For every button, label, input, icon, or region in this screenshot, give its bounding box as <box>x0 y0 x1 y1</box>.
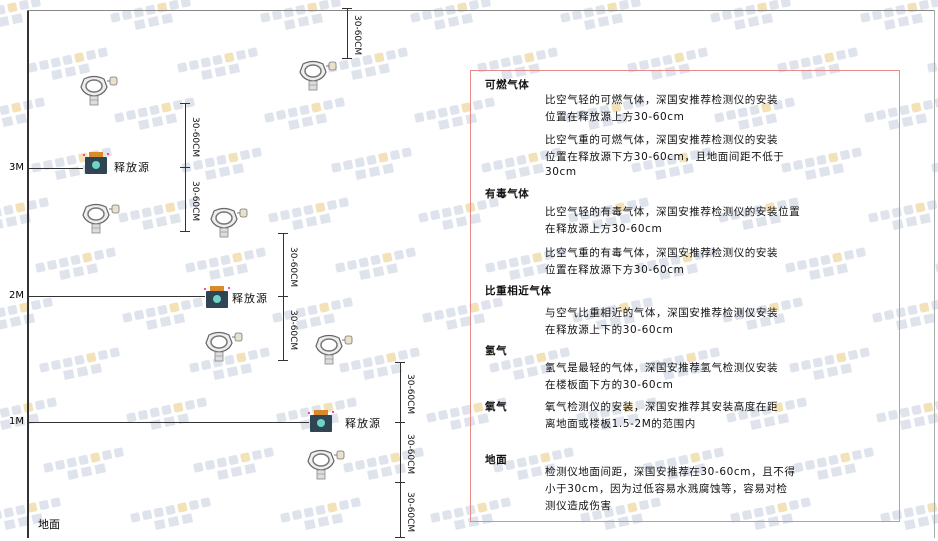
watermark-logo <box>335 247 416 280</box>
watermark-logo <box>331 147 412 180</box>
legend-text-line: 氢气是最轻的气体，深国安推荐氢气检测仪安装 <box>545 362 779 374</box>
dimension-tick <box>180 103 190 104</box>
dimension-label: 30-60CM <box>190 117 200 158</box>
dimension-line <box>347 8 348 58</box>
watermark-logo <box>43 447 124 480</box>
watermark-logo <box>710 0 791 30</box>
watermark-logo <box>39 347 120 380</box>
dimension-tick <box>278 233 288 234</box>
legend-text-line: 30cm <box>545 166 577 178</box>
legend-text-line: 在释放源上下的30-60cm <box>545 324 674 336</box>
legend-heading: 地面 <box>485 454 508 466</box>
legend-text-line: 与空气比重相近的气体，深国安推荐检测仪安装 <box>545 307 779 319</box>
watermark-logo <box>927 62 938 73</box>
watermark-logo <box>268 197 349 230</box>
ground-label: 地面 <box>38 518 60 531</box>
ceiling-line <box>27 10 935 11</box>
legend-text-line: 位置在释放源下方30-60cm <box>545 264 685 276</box>
dimension-label: 30-60CM <box>190 181 200 222</box>
left-wall <box>27 10 29 538</box>
legend-heading: 氧气 <box>485 401 508 413</box>
legend-heading: 有毒气体 <box>485 188 530 200</box>
right-wall <box>934 10 935 538</box>
gas-detector-icon <box>305 447 347 485</box>
dimension-label: 30-60CM <box>405 491 415 532</box>
dimension-label: 30-60CM <box>288 246 298 287</box>
watermark-logo <box>0 97 45 128</box>
legend-text-line: 位置在释放源上方30-60cm <box>545 111 685 123</box>
watermark-logo <box>260 0 341 30</box>
watermark-logo <box>280 497 361 530</box>
gas-detector-icon <box>313 332 355 370</box>
watermark-logo <box>122 297 203 330</box>
release-source-label: 释放源 <box>114 161 150 174</box>
release-source-icon <box>83 151 109 179</box>
level-2m-line <box>29 296 205 297</box>
legend-text-line: 小于30cm，因为过低容易水溅腐蚀等，容易对检 <box>545 483 788 495</box>
legend-text-line: 在楼板面下方的30-60cm <box>545 379 674 391</box>
legend-text-line: 在释放源上方30-60cm <box>545 223 663 235</box>
gas-detector-icon <box>208 205 250 243</box>
legend-heading: 氢气 <box>485 345 508 357</box>
level-3m-label: 3M <box>9 162 24 173</box>
release-source-label: 释放源 <box>345 417 381 430</box>
gas-detector-icon <box>297 58 339 96</box>
dimension-tick <box>395 362 405 363</box>
dimension-line <box>400 362 401 537</box>
watermark-logo <box>35 247 116 280</box>
level-3m-line <box>29 168 83 169</box>
watermark-logo <box>126 397 207 430</box>
watermark-logo <box>193 447 274 480</box>
legend-text-line: 氧气检测仪的安装，深国安推荐其安装高度在距 <box>545 401 779 413</box>
legend-text-line: 比空气轻的有毒气体，深国安推荐检测仪的安装位置 <box>545 206 801 218</box>
watermark-logo <box>410 0 491 30</box>
legend-heading: 比重相近气体 <box>485 285 552 297</box>
watermark-logo <box>0 0 41 28</box>
watermark-logo <box>0 197 49 230</box>
watermark-logo <box>264 97 345 130</box>
level-2m-label: 2M <box>9 290 24 301</box>
dimension-tick <box>278 360 288 361</box>
release-source-icon <box>308 409 334 437</box>
gas-detector-icon <box>80 201 122 239</box>
watermark-logo <box>177 47 258 80</box>
legend-text-line: 离地面或楼板1.5-2M的范围内 <box>545 418 696 430</box>
watermark-logo <box>560 0 641 30</box>
dimension-tick <box>395 422 405 423</box>
legend-text-line: 位置在释放源下方30-60cm，且地面间距不低于 <box>545 151 785 163</box>
dimension-tick <box>395 482 405 483</box>
gas-detector-icon <box>203 329 245 367</box>
dimension-label: 30-60CM <box>352 15 362 56</box>
legend-heading: 可燃气体 <box>485 79 530 91</box>
level-1m-label: 1M <box>9 416 24 427</box>
legend-text-line: 测仪造成伤害 <box>545 500 612 512</box>
watermark-logo <box>130 497 211 530</box>
legend-text-line: 比空气重的有毒气体，深国安推荐检测仪的安装 <box>545 247 779 259</box>
dimension-label: 30-60CM <box>288 310 298 351</box>
watermark-logo <box>110 0 191 30</box>
dimension-tick <box>342 8 352 9</box>
watermark-logo <box>185 247 266 280</box>
dimension-label: 30-60CM <box>405 374 415 415</box>
dimension-tick <box>180 167 190 168</box>
gas-detector-icon <box>78 73 120 111</box>
level-1m-line <box>29 422 309 423</box>
watermark-logo <box>327 47 408 80</box>
dimension-label: 30-60CM <box>405 434 415 475</box>
legend-text-line: 比空气轻的可燃气体，深国安推荐检测仪的安装 <box>545 94 779 106</box>
legend-text-line: 比空气重的可燃气体，深国安推荐检测仪的安装 <box>545 134 779 146</box>
dimension-tick <box>342 58 352 59</box>
watermark-logo <box>272 297 353 330</box>
dimension-tick <box>395 537 405 538</box>
watermark-logo <box>860 0 938 30</box>
dimension-tick <box>278 296 288 297</box>
legend-box <box>470 70 900 522</box>
release-source-icon <box>204 285 230 313</box>
dimension-tick <box>180 231 190 232</box>
release-source-label: 释放源 <box>232 292 268 305</box>
legend-text-line: 检测仪地面间距，深国安推荐在30-60cm，且不得 <box>545 466 796 478</box>
